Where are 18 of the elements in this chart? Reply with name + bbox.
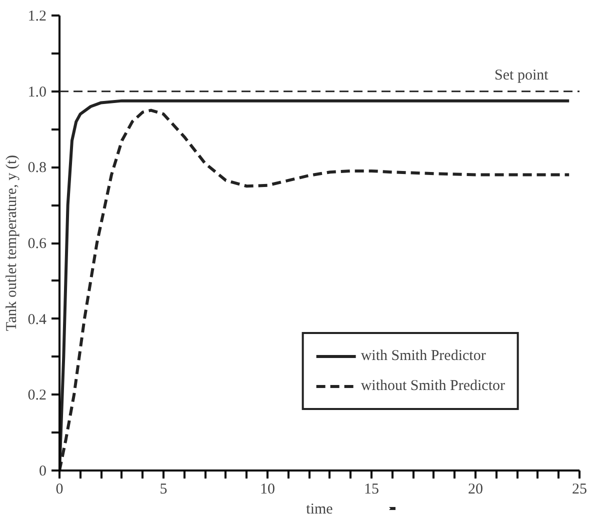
- legend-label: with Smith Predictor: [360, 348, 486, 364]
- x-tick-label: 10: [260, 482, 275, 498]
- x-tick-label: 15: [364, 482, 379, 498]
- y-tick-label: 1.2: [28, 8, 46, 24]
- ref-line-label: Set point: [494, 67, 550, 84]
- y-tick-label: 0: [39, 464, 46, 480]
- y-tick-label: 0.2: [28, 388, 46, 404]
- x-tick-label: 20: [468, 482, 483, 498]
- y-tick-label: 1.0: [28, 84, 46, 100]
- y-axis-title: Tank outlet temperature, y (t): [4, 155, 20, 331]
- x-axis-title: time: [306, 502, 334, 518]
- legend-label: without Smith Predictor: [360, 378, 505, 394]
- y-tick-label: 0.6: [28, 236, 47, 252]
- x-tick-label: 5: [160, 482, 168, 498]
- x-tick-label: 25: [572, 482, 587, 498]
- y-tick-label: 0.8: [28, 160, 46, 176]
- y-tick-label: 0.4: [28, 312, 47, 328]
- x-tick-label: 0: [56, 482, 64, 498]
